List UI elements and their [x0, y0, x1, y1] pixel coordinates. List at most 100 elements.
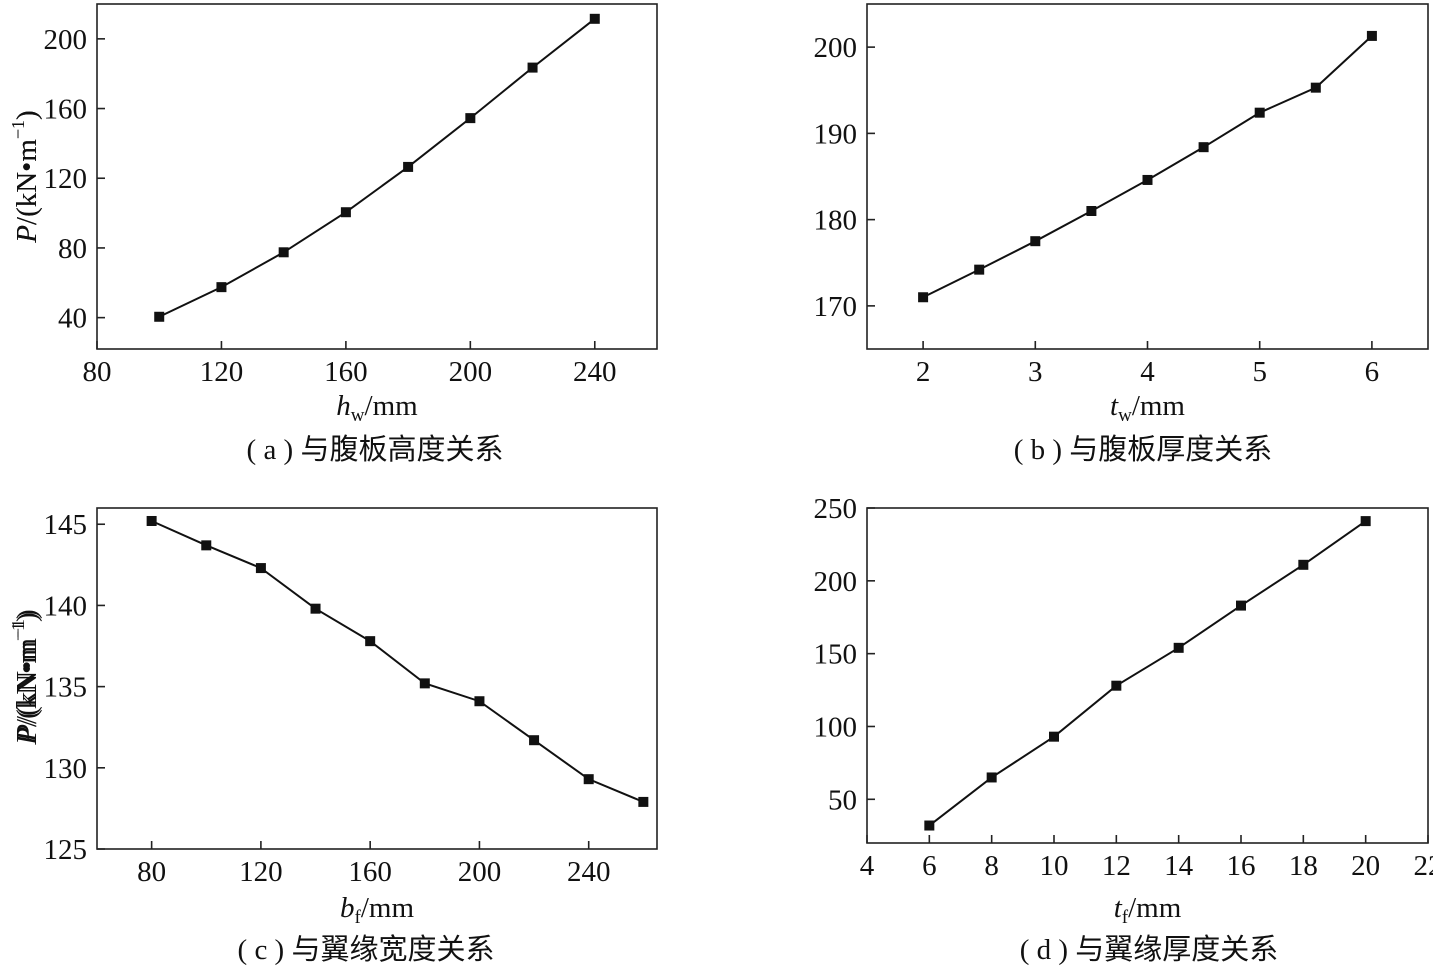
data-point-marker — [986, 772, 997, 783]
y-tick-label: 120 — [44, 163, 88, 195]
y-axis-variable: P — [11, 225, 43, 244]
y-axis-unit: /(kN•m — [11, 139, 43, 225]
panel-caption: ( b ) 与腹板厚度关系 — [1014, 433, 1273, 466]
x-axis-label: hw/mm — [336, 390, 418, 426]
data-point-marker — [1298, 559, 1309, 570]
x-axis-subscript: f — [355, 907, 362, 928]
x-tick-label: 200 — [449, 356, 493, 388]
y-axis-variable: P — [11, 727, 43, 746]
data-point-marker — [974, 264, 985, 275]
data-point-marker — [474, 696, 485, 707]
x-tick-label: 10 — [1040, 850, 1069, 882]
x-axis-label: tf/mm — [1114, 892, 1182, 928]
y-axis-superscript: −1 — [8, 622, 28, 641]
data-point-marker — [1049, 731, 1059, 742]
y-axis-variable: P — [11, 724, 43, 743]
data-point-marker — [1030, 236, 1041, 247]
data-point-marker — [918, 292, 929, 303]
x-axis-label: bf/mm — [340, 892, 414, 928]
x-tick-label: 80 — [83, 356, 112, 388]
data-point-marker — [527, 62, 538, 73]
data-point-marker — [1173, 642, 1184, 653]
series-line — [151, 520, 644, 803]
chart-panel-a: 80 120 160 200 240 40 80 120 160 200 hw/mm P/(kN•m−… — [8, 3, 658, 466]
y-axis-variable: P — [11, 225, 43, 244]
x-axis-variable: b — [340, 892, 355, 924]
series-line — [922, 35, 1373, 299]
data-point-marker — [583, 774, 594, 785]
x-tick-label: 16 — [1227, 850, 1256, 882]
x-tick-label: 160 — [348, 856, 392, 888]
y-tick-label: 145 — [44, 509, 88, 541]
plot-frame — [96, 507, 658, 850]
x-tick-label: 6 — [1365, 356, 1380, 388]
y-tick-label: 180 — [814, 205, 858, 237]
data-point-marker — [310, 603, 321, 614]
x-tick-label: 3 — [1028, 356, 1043, 388]
x-axis-variable: h — [336, 390, 351, 422]
x-axis-variable: t — [1110, 390, 1119, 422]
x-tick-label: 2 — [916, 356, 931, 388]
x-tick-label: 160 — [324, 356, 368, 388]
data-point-marker — [529, 735, 540, 746]
panel-caption: ( c ) 与翼缘宽度关系 — [238, 933, 495, 966]
x-axis-label: tw/mm — [1110, 390, 1185, 426]
data-point-marker — [154, 311, 165, 322]
y-tick-label: 140 — [44, 590, 88, 622]
y-axis-close-paren: ) — [11, 612, 43, 622]
x-axis-subscript: f — [1122, 907, 1129, 928]
x-tick-label: 18 — [1289, 850, 1318, 882]
y-tick-label: 100 — [814, 711, 858, 743]
x-tick-label: 240 — [573, 356, 617, 388]
y-tick-label: 200 — [44, 24, 88, 56]
x-tick-label: 120 — [200, 356, 244, 388]
x-axis-unit: /mm — [1128, 892, 1182, 924]
y-axis-label: P/(kN•m−1) — [8, 609, 43, 742]
data-point-marker — [1254, 107, 1265, 118]
y-axis-label: P /(kN•m−1) — [8, 612, 43, 745]
y-tick-label: 250 — [814, 493, 858, 525]
data-point-marker — [1236, 600, 1246, 611]
x-tick-label: 4 — [860, 850, 875, 882]
y-axis-superscript: −1 — [8, 120, 28, 139]
data-point-marker — [365, 636, 376, 647]
x-tick-label: 12 — [1102, 850, 1131, 882]
y-tick-label: 200 — [814, 32, 858, 64]
data-point-marker — [1198, 142, 1209, 153]
x-axis-subscript: w — [1118, 405, 1132, 426]
data-point-marker — [465, 113, 476, 124]
plot-frame — [866, 507, 1429, 844]
y-axis-label: P/(kN•m−1) — [8, 110, 43, 243]
y-axis-close-paren: ) — [11, 110, 43, 120]
y-axis-superscript: −1 — [8, 619, 28, 638]
x-tick-label: 6 — [922, 850, 937, 882]
x-axis-unit: /mm — [365, 390, 419, 422]
y-tick-label: 125 — [44, 834, 88, 866]
x-tick-label: 14 — [1164, 850, 1194, 882]
panel-caption: ( a ) 与腹板高度关系 — [247, 433, 504, 466]
data-point-marker — [924, 820, 935, 831]
y-axis-unit: /(kN•m — [11, 638, 43, 724]
x-tick-label: 20 — [1351, 850, 1380, 882]
y-tick-label: 135 — [44, 672, 88, 704]
data-point-marker — [216, 282, 227, 293]
data-point-marker — [638, 796, 649, 807]
plot-frame — [96, 3, 658, 350]
y-tick-label: 150 — [814, 639, 858, 671]
chart-panel-c: 80 120 160 200 240 125 130 135 140 145 bf/mm P/(kN•… — [8, 507, 658, 966]
y-tick-label: 130 — [44, 753, 88, 785]
x-tick-label: 120 — [239, 856, 283, 888]
y-tick-label: 40 — [58, 303, 87, 335]
data-point-marker — [146, 515, 157, 526]
y-tick-label: 200 — [814, 566, 858, 598]
y-axis-superscript: −1 — [8, 120, 28, 139]
series-line — [928, 520, 1367, 827]
x-tick-label: 4 — [1140, 356, 1155, 388]
y-axis-close-paren: ) — [11, 110, 43, 120]
data-point-marker — [1086, 206, 1097, 216]
y-tick-label: 160 — [44, 94, 88, 126]
y-axis-unit: /(kN•m — [11, 641, 43, 727]
data-point-marker — [419, 678, 430, 689]
data-point-marker — [1111, 680, 1122, 691]
